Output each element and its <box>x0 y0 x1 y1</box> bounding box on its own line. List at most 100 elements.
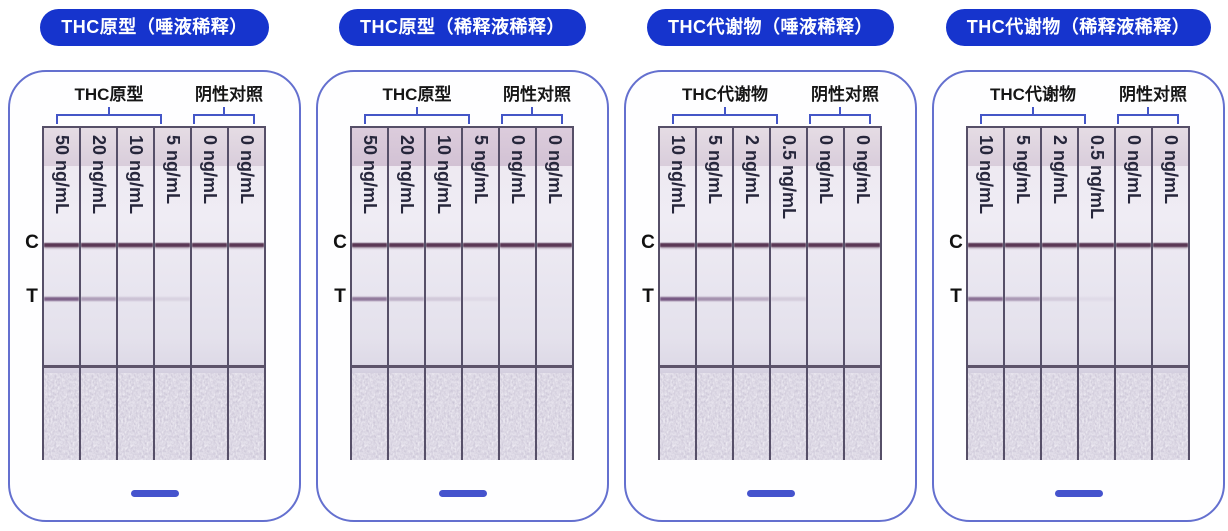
absorbent-pad <box>697 373 732 460</box>
test-strip: 10 ng/mL <box>426 128 461 460</box>
control-line <box>1116 243 1151 247</box>
strip-sample-zone <box>389 128 424 166</box>
panel-title-badge: THC原型（稀释液稀释） <box>339 9 586 46</box>
absorbent-pad <box>1005 373 1040 460</box>
bottom-dash-indicator <box>746 490 795 497</box>
strip-sample-zone <box>1042 128 1077 166</box>
strip-sample-zone <box>426 128 461 166</box>
test-line <box>44 297 79 301</box>
test-strip: 20 ng/mL <box>81 128 116 460</box>
control-line-label: C <box>641 232 655 253</box>
strip-sample-zone <box>81 128 116 166</box>
strip-card: THC代谢物 阴性对照 C T 10 ng/mL 5 ng/mL <box>624 70 917 522</box>
control-line <box>697 243 732 247</box>
absorbent-pad <box>968 373 1003 460</box>
control-line-label: C <box>949 232 963 253</box>
test-strip: 5 ng/mL <box>697 128 732 460</box>
test-line-label: T <box>642 286 654 307</box>
pad-boundary-line <box>845 365 880 368</box>
panel-title-badge: THC代谢物（稀释液稀释） <box>945 9 1212 46</box>
bottom-dash-indicator <box>438 490 487 497</box>
negative-control-strip: 0 ng/mL <box>1116 128 1151 460</box>
control-line <box>1079 243 1114 247</box>
control-bracket <box>1117 107 1179 126</box>
test-line-label: T <box>26 286 38 307</box>
test-line <box>660 297 695 301</box>
test-line <box>155 297 190 301</box>
strip-sample-zone <box>968 128 1003 166</box>
absorbent-pad <box>192 373 227 460</box>
test-strip: 2 ng/mL <box>734 128 769 460</box>
control-line <box>1042 243 1077 247</box>
control-line <box>44 243 79 247</box>
strip-photo: 50 ng/mL 20 ng/mL 10 ng/mL <box>42 126 266 460</box>
analyte-group-label: THC代谢物 <box>990 85 1076 104</box>
pad-boundary-line <box>771 365 806 368</box>
analyte-group-label: THC原型 <box>74 85 144 104</box>
strip-concentration-label: 0 ng/mL <box>237 135 257 205</box>
panel-thc-metabolite-diluent: THC代谢物（稀释液稀释） THC代谢物 阴性对照 C T 10 ng/mL <box>932 0 1225 531</box>
strip-sample-zone <box>771 128 806 166</box>
test-line-label: T <box>950 286 962 307</box>
test-line <box>734 297 769 301</box>
strip-concentration-label: 0 ng/mL <box>853 135 873 205</box>
strip-concentration-label: 20 ng/mL <box>397 135 417 215</box>
absorbent-pad <box>660 373 695 460</box>
negative-control-strip: 0 ng/mL <box>1153 128 1188 460</box>
absorbent-pad <box>463 373 498 460</box>
pad-boundary-line <box>118 365 153 368</box>
control-line <box>968 243 1003 247</box>
control-line <box>1153 243 1188 247</box>
pad-boundary-line <box>660 365 695 368</box>
test-line <box>426 297 461 301</box>
pad-boundary-line <box>81 365 116 368</box>
strip-concentration-label: 0 ng/mL <box>545 135 565 205</box>
strip-sample-zone <box>1116 128 1151 166</box>
strip-card: THC原型 阴性对照 C T 50 ng/mL 20 ng/mL <box>8 70 301 522</box>
test-line <box>697 297 732 301</box>
strip-sample-zone <box>697 128 732 166</box>
control-line <box>1005 243 1040 247</box>
analyte-group-label: THC原型 <box>382 85 452 104</box>
bottom-dash-indicator <box>1054 490 1103 497</box>
pad-boundary-line <box>352 365 387 368</box>
negative-control-strip: 0 ng/mL <box>537 128 572 460</box>
strip-sample-zone <box>845 128 880 166</box>
strip-concentration-label: 10 ng/mL <box>668 135 688 215</box>
test-strip: 50 ng/mL <box>352 128 387 460</box>
absorbent-pad <box>845 373 880 460</box>
bracket-stem <box>223 107 225 116</box>
strip-card: THC原型 阴性对照 C T 50 ng/mL 20 ng/mL <box>316 70 609 522</box>
absorbent-pad <box>1042 373 1077 460</box>
strip-concentration-label: 10 ng/mL <box>434 135 454 215</box>
control-line <box>352 243 387 247</box>
pad-boundary-line <box>1116 365 1151 368</box>
absorbent-pad <box>118 373 153 460</box>
strip-sample-zone <box>229 128 264 166</box>
negative-control-strip: 0 ng/mL <box>808 128 843 460</box>
control-line <box>155 243 190 247</box>
strip-sample-zone <box>192 128 227 166</box>
test-line <box>968 297 1003 301</box>
strip-concentration-label: 0.5 ng/mL <box>779 135 799 220</box>
control-line <box>389 243 424 247</box>
strip-concentration-label: 0 ng/mL <box>508 135 528 205</box>
panel-title-badge: THC原型（唾液稀释） <box>40 9 269 46</box>
absorbent-pad <box>771 373 806 460</box>
strip-sample-zone <box>155 128 190 166</box>
test-strip: 10 ng/mL <box>660 128 695 460</box>
pad-boundary-line <box>389 365 424 368</box>
strip-sample-zone <box>44 128 79 166</box>
bracket-stem <box>1147 107 1149 116</box>
test-line-label: T <box>334 286 346 307</box>
absorbent-pad <box>426 373 461 460</box>
strip-concentration-label: 2 ng/mL <box>742 135 762 205</box>
pad-boundary-line <box>500 365 535 368</box>
pad-boundary-line <box>229 365 264 368</box>
strip-sample-zone <box>808 128 843 166</box>
test-line <box>352 297 387 301</box>
test-line <box>118 297 153 301</box>
analyte-group-label: THC代谢物 <box>682 85 768 104</box>
test-strip: 5 ng/mL <box>1005 128 1040 460</box>
control-line <box>192 243 227 247</box>
